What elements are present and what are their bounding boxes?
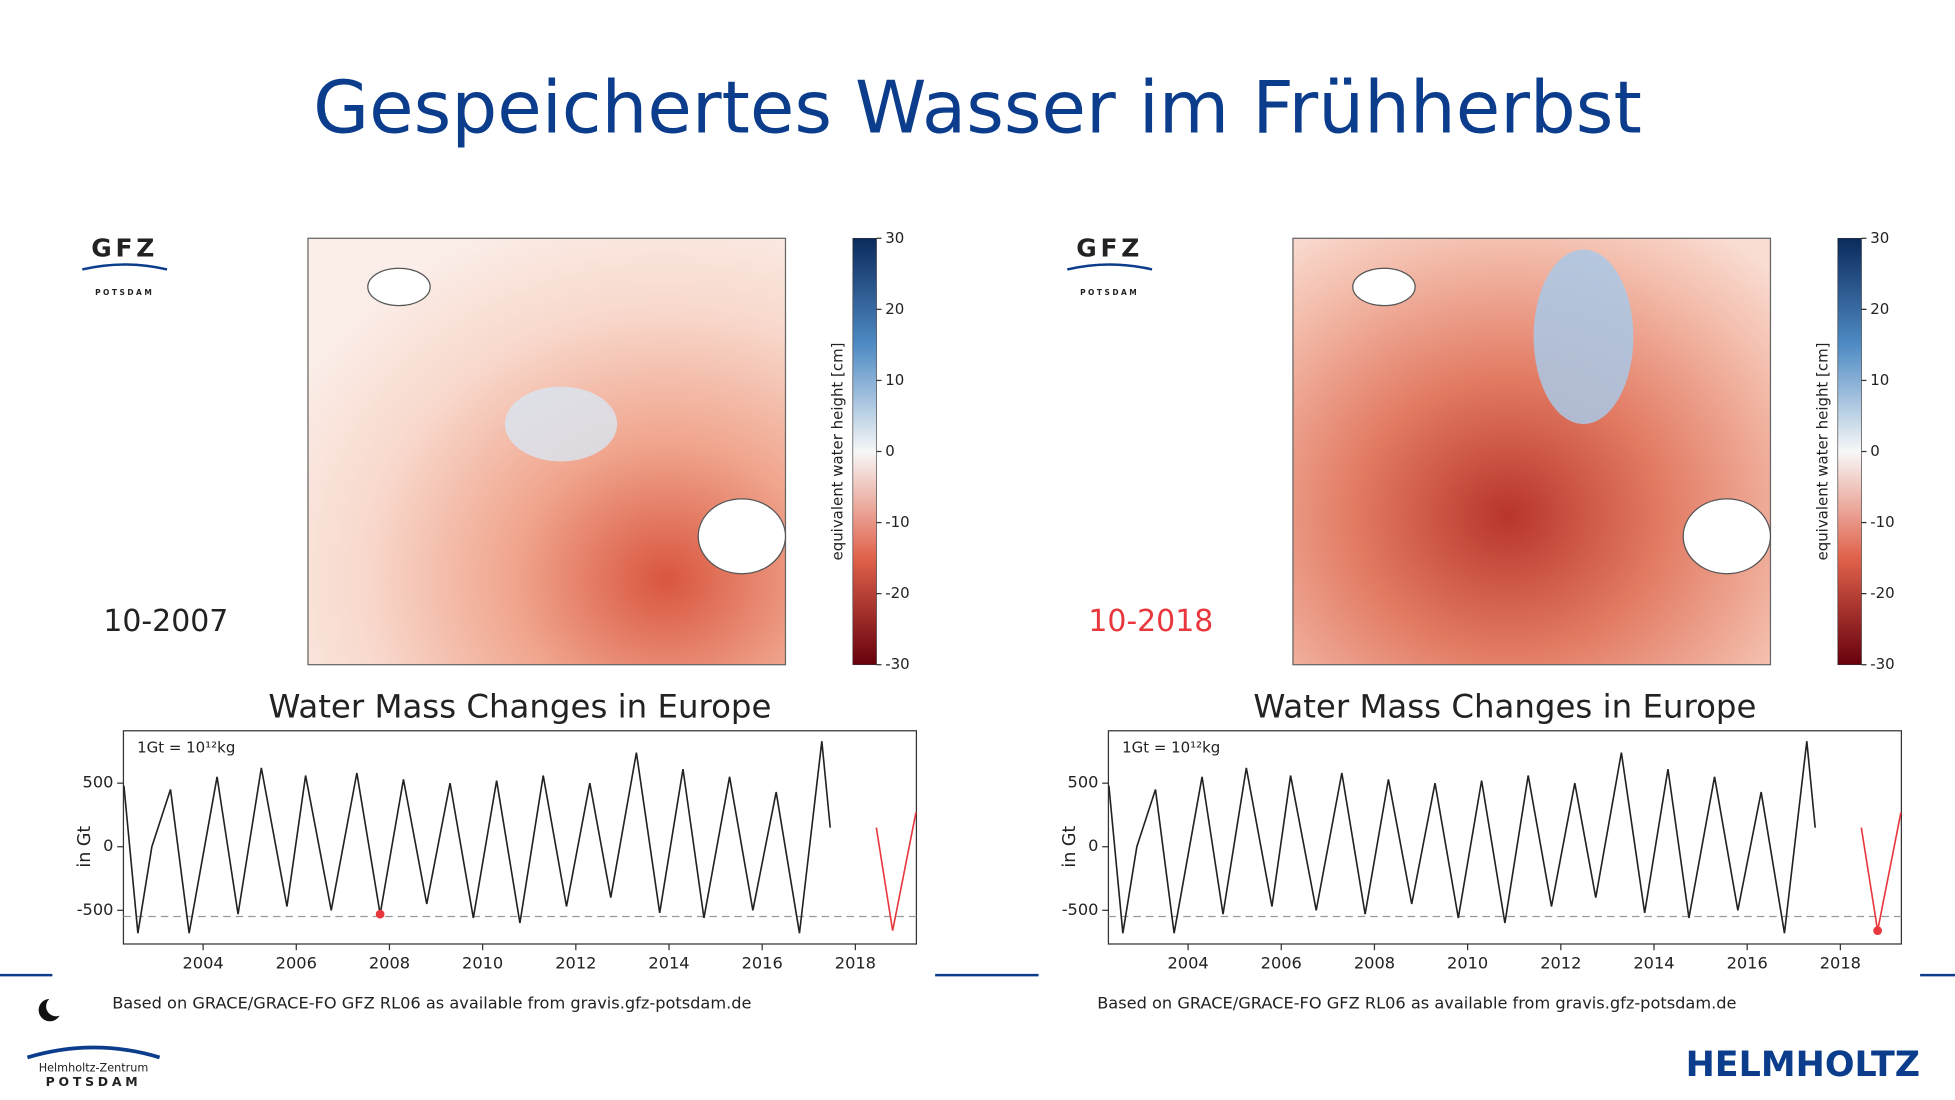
y-tick-label: -500 (1062, 900, 1099, 919)
logo-text: POTSDAM (46, 1074, 142, 1089)
date-label: 10-2018 (1088, 604, 1213, 639)
chart-title: Water Mass Changes in Europe (268, 687, 771, 725)
x-tick-label: 2016 (1727, 953, 1768, 972)
colorbar-tick-label: 10 (1870, 371, 1889, 389)
y-tick-label: 0 (1088, 836, 1098, 855)
x-tick-label: 2008 (369, 953, 410, 972)
y-tick-label: -500 (77, 900, 114, 919)
x-tick-label: 2004 (1167, 953, 1208, 972)
x-tick-label: 2010 (462, 953, 503, 972)
highlight-point (1873, 926, 1882, 936)
source-note: Based on GRACE/GRACE-FO GFZ RL06 as avai… (112, 993, 751, 1012)
colorbar (1837, 237, 1862, 666)
x-tick-label: 2016 (742, 953, 783, 972)
logo-arc (1066, 263, 1153, 271)
x-tick-label: 2008 (1354, 953, 1395, 972)
data-line (875, 812, 917, 931)
colorbar-tick-label: -20 (885, 584, 909, 602)
logo-arc (82, 263, 168, 271)
x-tick-label: 2014 (1633, 953, 1674, 972)
colorbar-label: equivalent water height [cm] (1813, 342, 1831, 560)
logo-mark (46, 996, 67, 1017)
slide-title: Gespeichertes Wasser im Frühherbst (313, 66, 1642, 150)
x-tick-label: 2012 (1540, 953, 1581, 972)
logo-text: GFZ (1076, 234, 1143, 263)
x-tick-label: 2012 (555, 953, 596, 972)
colorbar-tick-label: 20 (1870, 300, 1889, 318)
y-axis-label: in Gt (75, 826, 95, 868)
annotation: 1Gt = 10¹²kg (137, 739, 235, 757)
data-line (1860, 812, 1902, 931)
colorbar-tick-label: -30 (885, 655, 909, 673)
colorbar-tick-label: 30 (885, 229, 904, 247)
colorbar-tick-label: -30 (1870, 655, 1894, 673)
logo-text: Helmholtz-Zentrum (39, 1062, 149, 1075)
map-right (1292, 237, 1772, 666)
y-tick-label: 500 (1068, 773, 1099, 792)
y-tick-label: 500 (83, 773, 114, 792)
logo-text: GFZ (91, 234, 158, 263)
logo-text: POTSDAM (95, 288, 154, 297)
chart-title: Water Mass Changes in Europe (1253, 687, 1756, 725)
source-note: Based on GRACE/GRACE-FO GFZ RL06 as avai… (1097, 993, 1736, 1012)
colorbar-tick-label: -10 (885, 513, 909, 531)
colorbar-tick-label: -20 (1870, 584, 1894, 602)
annotation: 1Gt = 10¹²kg (1122, 739, 1220, 757)
highlight-point (375, 909, 385, 919)
colorbar-tick-label: 20 (885, 300, 904, 318)
x-tick-label: 2018 (835, 953, 876, 972)
colorbar-tick-label: 0 (1870, 442, 1880, 460)
date-label: 10-2007 (103, 604, 228, 639)
x-tick-label: 2006 (1261, 953, 1302, 972)
colorbar-tick-label: 0 (885, 442, 895, 460)
colorbar-tick-label: -10 (1870, 513, 1894, 531)
brand: HELMHOLTZ (1686, 1045, 1921, 1085)
x-tick-label: 2006 (276, 953, 317, 972)
x-tick-label: 2004 (183, 953, 224, 972)
data-line (1108, 741, 1817, 934)
colorbar-tick-label: 10 (885, 371, 904, 389)
x-tick-label: 2014 (648, 953, 689, 972)
plot-frame (1107, 730, 1903, 945)
logo-text: POTSDAM (1080, 288, 1139, 297)
y-axis-label: in Gt (1060, 826, 1080, 868)
colorbar-tick-label: 30 (1870, 229, 1889, 247)
y-tick-label: 0 (103, 836, 113, 855)
colorbar (852, 237, 877, 666)
data-line (123, 741, 832, 934)
plot-frame (122, 730, 918, 945)
x-tick-label: 2018 (1820, 953, 1861, 972)
x-tick-label: 2010 (1447, 953, 1488, 972)
logo-arc (26, 1045, 161, 1060)
colorbar-label: equivalent water height [cm] (828, 342, 846, 560)
map-left (307, 237, 787, 666)
